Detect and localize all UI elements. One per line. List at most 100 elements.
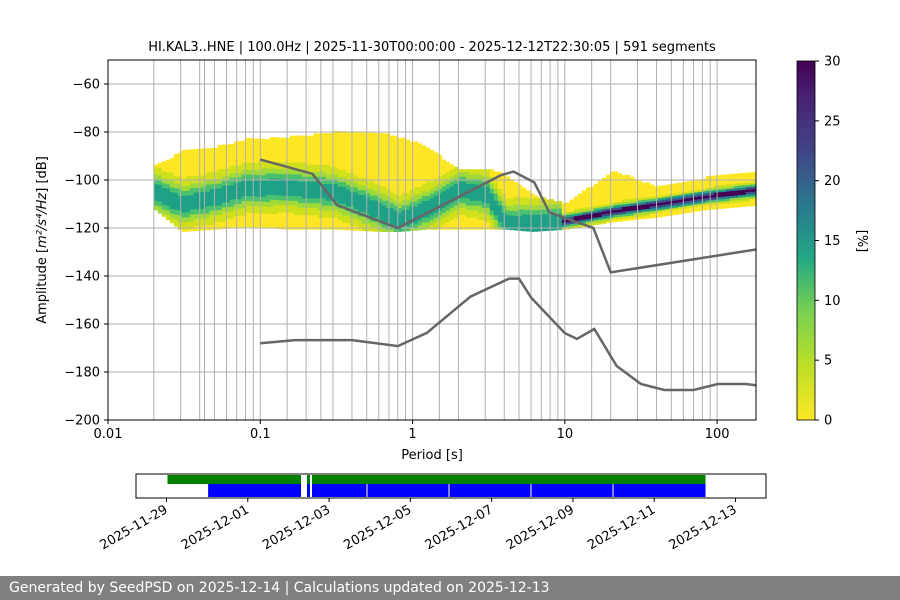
histogram-cell bbox=[297, 183, 303, 187]
histogram-cell bbox=[441, 174, 447, 177]
histogram-cell bbox=[637, 207, 643, 210]
histogram-cell bbox=[465, 183, 471, 187]
histogram-cell bbox=[601, 197, 607, 200]
histogram-cell bbox=[289, 142, 295, 146]
histogram-cell bbox=[433, 210, 439, 213]
histogram-cell bbox=[677, 209, 683, 212]
histogram-cell bbox=[225, 170, 231, 174]
histogram-cell bbox=[605, 186, 611, 190]
histogram-cell bbox=[217, 183, 223, 187]
histogram-cell bbox=[341, 157, 347, 161]
histogram-cell bbox=[745, 203, 751, 207]
histogram-cell bbox=[277, 221, 283, 225]
histogram-cell bbox=[253, 215, 259, 219]
histogram-cell bbox=[205, 148, 211, 151]
histogram-cell bbox=[209, 171, 215, 175]
histogram-cell bbox=[353, 160, 359, 164]
histogram-cell bbox=[497, 224, 503, 228]
histogram-cell bbox=[529, 229, 535, 232]
histogram-cell bbox=[517, 189, 523, 193]
histogram-cell bbox=[661, 199, 667, 203]
histogram-cell bbox=[209, 150, 215, 154]
histogram-cell bbox=[453, 212, 459, 216]
histogram-cell bbox=[397, 183, 403, 187]
histogram-cell bbox=[193, 170, 199, 174]
histogram-cell bbox=[261, 162, 267, 166]
histogram-cell bbox=[269, 213, 275, 217]
histogram-cell bbox=[433, 162, 439, 165]
histogram-cell bbox=[273, 199, 279, 203]
histogram-cell bbox=[409, 201, 415, 205]
histogram-cell bbox=[437, 171, 443, 175]
histogram-cell bbox=[525, 216, 531, 220]
histogram-cell bbox=[601, 211, 607, 215]
data-availability-timeline: 2025-11-29 2025-12-01 2025-12-03 2025-12-05… bbox=[98, 473, 767, 553]
histogram-cell bbox=[405, 154, 411, 157]
histogram-cell bbox=[621, 187, 627, 190]
histogram-cell bbox=[441, 212, 447, 216]
histogram-cell bbox=[221, 185, 227, 189]
histogram-cell bbox=[229, 194, 235, 198]
histogram-cell bbox=[409, 216, 415, 219]
histogram-cell bbox=[509, 196, 515, 199]
histogram-cell bbox=[725, 193, 731, 197]
histogram-cell bbox=[169, 218, 175, 221]
histogram-cell bbox=[345, 131, 351, 135]
histogram-cell bbox=[305, 214, 311, 218]
histogram-cell bbox=[425, 202, 431, 206]
histogram-cell bbox=[429, 186, 435, 189]
histogram-cell bbox=[749, 198, 755, 202]
histogram-cell bbox=[577, 205, 583, 209]
histogram-cell bbox=[333, 138, 339, 141]
histogram-cell bbox=[449, 207, 455, 211]
histogram-cell bbox=[253, 198, 259, 202]
histogram-cell bbox=[285, 149, 291, 153]
histogram-cell bbox=[581, 209, 587, 213]
histogram-cell bbox=[373, 224, 379, 227]
histogram-cell bbox=[469, 200, 475, 204]
histogram-cell bbox=[297, 145, 303, 148]
histogram-cell bbox=[245, 181, 251, 184]
histogram-cell bbox=[625, 218, 631, 221]
histogram-cell bbox=[461, 181, 467, 184]
histogram-cell bbox=[241, 150, 247, 154]
histogram-cell bbox=[233, 206, 239, 209]
histogram-cell bbox=[281, 216, 287, 220]
histogram-cell bbox=[481, 214, 487, 218]
histogram-cell bbox=[709, 185, 715, 189]
histogram-cell bbox=[169, 174, 175, 178]
histogram-cell bbox=[261, 179, 267, 183]
histogram-cell bbox=[641, 201, 647, 205]
histogram-cell bbox=[485, 190, 491, 194]
histogram-cell bbox=[405, 156, 411, 160]
histogram-cell bbox=[433, 152, 439, 156]
histogram-cell bbox=[441, 186, 447, 189]
histogram-cell bbox=[353, 136, 359, 140]
histogram-cell bbox=[337, 147, 343, 151]
histogram-cell bbox=[365, 158, 371, 162]
histogram-cell bbox=[297, 181, 303, 184]
histogram-cell bbox=[281, 142, 287, 146]
histogram-cell bbox=[265, 168, 271, 171]
histogram-cell bbox=[449, 183, 455, 187]
histogram-cell bbox=[485, 217, 491, 220]
histogram-cell bbox=[729, 176, 735, 180]
histogram-cell bbox=[689, 180, 695, 184]
histogram-cell bbox=[713, 199, 719, 203]
histogram-cell bbox=[289, 159, 295, 163]
histogram-cell bbox=[417, 225, 423, 228]
histogram-cell bbox=[433, 214, 439, 218]
histogram-cell bbox=[421, 181, 427, 185]
histogram-cell bbox=[421, 150, 427, 153]
histogram-cell bbox=[405, 190, 411, 193]
histogram-cell bbox=[209, 198, 215, 202]
histogram-cell bbox=[629, 203, 635, 206]
histogram-cell bbox=[529, 193, 535, 196]
histogram-cell bbox=[153, 181, 159, 184]
histogram-cell bbox=[165, 159, 171, 163]
histogram-cell bbox=[261, 215, 267, 219]
histogram-cell bbox=[577, 210, 583, 214]
histogram-cell bbox=[169, 220, 175, 224]
histogram-cell bbox=[741, 172, 747, 176]
histogram-cell bbox=[513, 213, 519, 217]
